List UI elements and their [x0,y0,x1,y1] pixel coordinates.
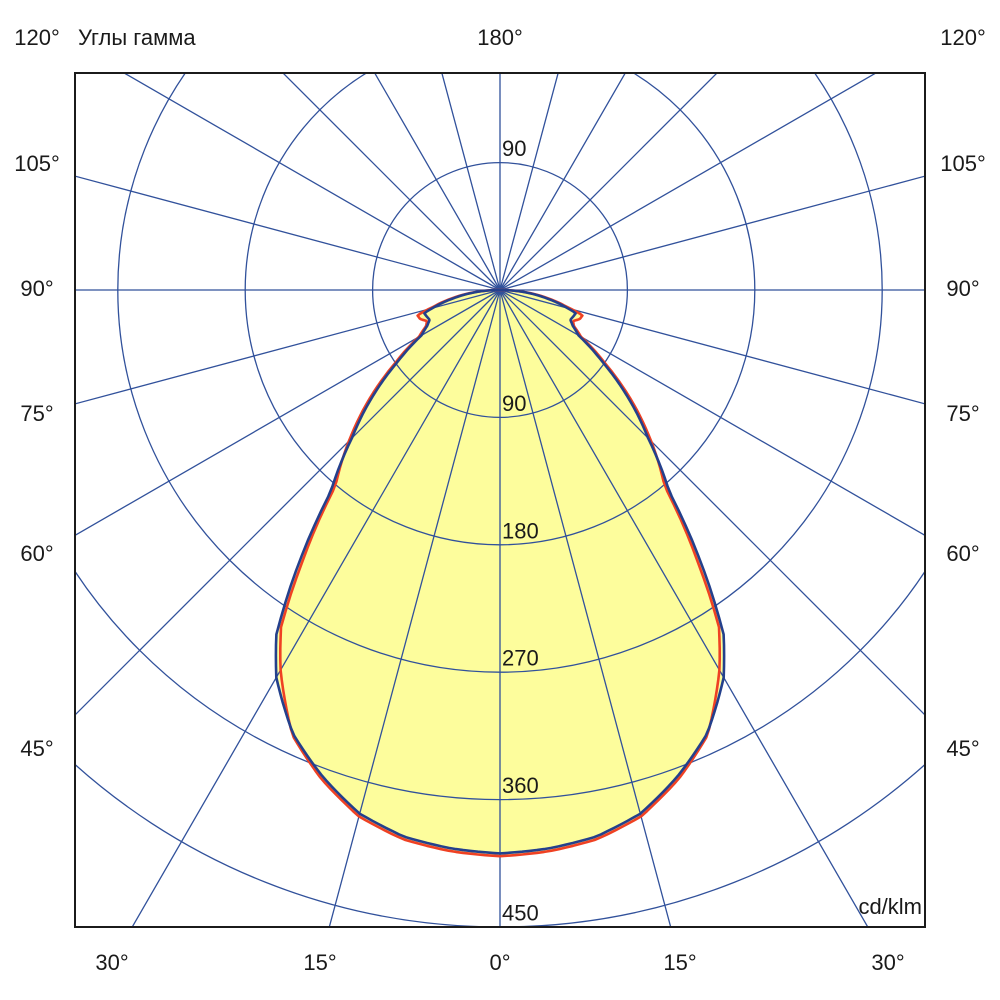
unit-label: cd/klm [858,894,922,919]
angle-label-bottom-3: 15° [663,950,696,975]
grid-radial-45 [75,289,501,716]
grid-radial-105 [75,175,501,291]
chart-title: Углы гамма [78,25,196,50]
angle-label-bottom-2: 0° [489,950,510,975]
grid-radial-285 [499,289,925,405]
angle-label-right-45°: 45° [946,736,979,761]
grid-radial-300 [499,289,925,537]
grid-radial-315 [499,289,925,716]
ring-label-top-90: 90 [502,136,526,161]
angle-label-left-45°: 45° [20,736,53,761]
angle-label-left-60°: 60° [20,541,53,566]
angle-label-left-75°: 75° [20,401,53,426]
angle-label-bottom-4: 30° [871,950,904,975]
angle-label-right-120°: 120° [940,25,986,50]
ring-label-360: 360 [502,773,539,798]
angle-label-right-60°: 60° [946,541,979,566]
curve-c0-c180 [274,288,726,855]
grid-radial-240 [499,73,878,291]
angle-label-left-90°: 90° [20,276,53,301]
ring-label-450: 450 [502,901,539,926]
grid-radial-75 [75,289,501,405]
plot-border [74,72,926,928]
grid-radial-15 [328,289,501,927]
angle-label-top-180: 180° [477,25,523,50]
grid-radial-30 [131,289,501,927]
ring-label-90: 90 [502,391,526,416]
ring-label-180: 180 [502,518,539,543]
grid-radial-345 [499,289,672,927]
angle-label-right-75°: 75° [946,401,979,426]
grid-radial-330 [499,289,869,927]
angle-label-left-120°: 120° [14,25,60,50]
angle-label-right-105°: 105° [940,151,986,176]
ring-label-270: 270 [502,646,539,671]
angle-label-left-105°: 105° [14,151,60,176]
angle-label-bottom-0: 30° [95,950,128,975]
grid-radial-120 [122,73,501,291]
grid-radial-60 [75,289,501,537]
angle-label-right-90°: 90° [946,276,979,301]
grid-radial-255 [499,175,925,291]
angle-label-bottom-1: 15° [303,950,336,975]
